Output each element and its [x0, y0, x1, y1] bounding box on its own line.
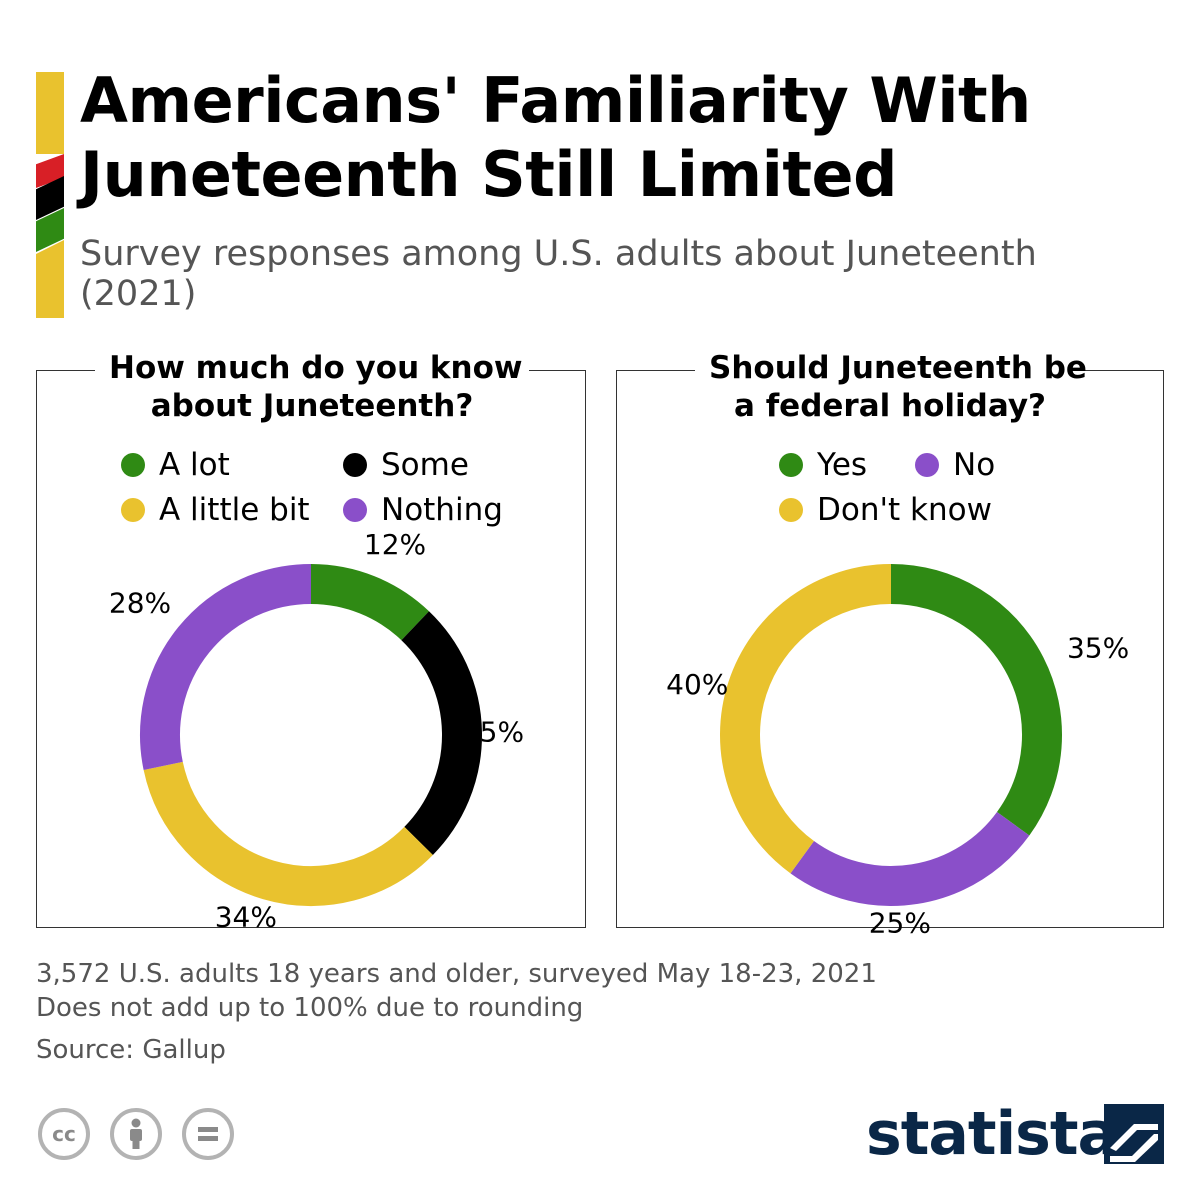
knowledge-donut-chart: 12% 25% 34% 28% — [109, 528, 524, 933]
page-subtitle: Survey responses among U.S. adults about… — [80, 234, 1160, 314]
statista-logo-icon — [1104, 1104, 1164, 1164]
equals-glyph — [198, 1127, 218, 1141]
donut-slice-nothing — [140, 564, 312, 771]
holiday-panel: Should Juneteenth be a federal holiday? … — [616, 349, 1164, 939]
brand-wordmark: statista — [866, 1099, 1118, 1169]
no-derivatives-icon[interactable] — [182, 1108, 234, 1160]
knowledge-panel: How much do you know about Juneteenth? A… — [36, 349, 586, 933]
knowledge-chart-title: How much do you know about Juneteenth? — [95, 349, 529, 425]
person-glyph — [130, 1118, 142, 1149]
legend-swatch — [779, 498, 803, 522]
subtitle-line-1: Survey responses among U.S. adults about… — [80, 234, 1037, 274]
rounding-note: Does not add up to 100% due to rounding — [36, 993, 584, 1023]
donut-slice-yes — [890, 564, 1062, 836]
donut-slice-no — [790, 811, 1030, 906]
sample-note: 3,572 U.S. adults 18 years and older, su… — [36, 959, 877, 989]
slice-value-label: 35% — [1067, 632, 1129, 665]
legend-label: Some — [381, 447, 469, 483]
accent-segment-yellow-bottom — [36, 240, 64, 318]
legend-item-no: No — [915, 447, 995, 483]
source-link[interactable]: Source: Gallup — [36, 1035, 226, 1065]
legend-item-dont-know: Don't know — [779, 492, 992, 528]
legend-label: No — [953, 447, 996, 483]
slice-value-label: 34% — [215, 900, 277, 933]
legend-label: Nothing — [381, 492, 503, 528]
legend-swatch — [343, 453, 367, 477]
title-line-2: Juneteenth Still Limited — [80, 138, 897, 211]
holiday-chart-title: Should Juneteenth be a federal holiday? — [695, 349, 1087, 425]
knowledge-title-line-2: about Juneteenth? — [150, 388, 474, 424]
title-line-1: Americans' Familiarity With — [80, 64, 1031, 137]
donut-slice-a-lot — [310, 564, 429, 641]
slice-value-label: 25% — [869, 906, 931, 939]
creative-commons-icon[interactable]: cc — [38, 1108, 90, 1160]
legend-swatch — [121, 498, 145, 522]
page-title: Americans' Familiarity With Juneteenth S… — [80, 64, 1160, 212]
legend-swatch — [915, 453, 939, 477]
holiday-title-line-1: Should Juneteenth be — [709, 350, 1087, 386]
holiday-donut-chart: 35% 25% 40% — [666, 564, 1129, 939]
legend-swatch — [779, 453, 803, 477]
statista-logo[interactable]: statista — [866, 1098, 1118, 1170]
knowledge-title-line-1: How much do you know — [109, 350, 523, 386]
legend-label: Don't know — [817, 492, 992, 528]
donut-slice-a-little-bit — [143, 761, 433, 906]
accent-segment-yellow — [36, 72, 64, 154]
legend-item-yes: Yes — [779, 447, 867, 483]
slice-value-label: 25% — [462, 716, 524, 749]
legend-item-a-lot: A lot — [121, 447, 230, 483]
donut-slice-some — [401, 611, 482, 855]
legend-label: Yes — [817, 447, 868, 483]
legend-label: A little bit — [159, 492, 310, 528]
legend-item-a-little-bit: A little bit — [121, 492, 310, 528]
legend-item-some: Some — [343, 447, 469, 483]
legend-label: A lot — [159, 447, 230, 483]
legend-swatch — [121, 453, 145, 477]
legend-item-nothing: Nothing — [343, 492, 503, 528]
legend-swatch — [343, 498, 367, 522]
slice-value-label: 40% — [666, 668, 728, 701]
accent-stripe — [36, 72, 64, 318]
attribution-icon[interactable] — [110, 1108, 162, 1160]
slice-value-label: 28% — [109, 587, 171, 620]
subtitle-line-2: (2021) — [80, 274, 197, 314]
donut-slice-don-t-know — [720, 564, 892, 874]
holiday-title-line-2: a federal holiday? — [733, 388, 1047, 424]
slice-value-label: 12% — [364, 528, 426, 561]
